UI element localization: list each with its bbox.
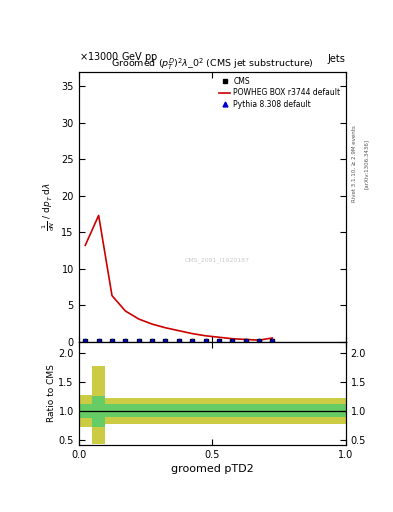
Line: POWHEG BOX r3744 default: POWHEG BOX r3744 default xyxy=(85,216,272,340)
Pythia 8.308 default xyxy=(270,337,275,344)
Line: CMS: CMS xyxy=(83,338,275,343)
CMS xyxy=(96,337,101,344)
CMS xyxy=(150,337,154,344)
Title: Groomed $(p_T^D)^2\lambda\_0^2$ (CMS jet substructure): Groomed $(p_T^D)^2\lambda\_0^2$ (CMS jet… xyxy=(111,56,314,72)
CMS xyxy=(83,337,88,344)
Pythia 8.308 default xyxy=(163,337,168,344)
Pythia 8.308 default xyxy=(110,337,114,344)
Y-axis label: $\frac{1}{\mathrm{d}N}$ / $\mathrm{d}p_T$ $\mathrm{d}\lambda$: $\frac{1}{\mathrm{d}N}$ / $\mathrm{d}p_T… xyxy=(40,182,57,231)
CMS xyxy=(190,337,195,344)
POWHEG BOX r3744 default xyxy=(110,292,114,298)
CMS xyxy=(203,337,208,344)
Pythia 8.308 default xyxy=(176,337,181,344)
Pythia 8.308 default xyxy=(83,337,88,344)
Text: CMS_2091_I1920187: CMS_2091_I1920187 xyxy=(185,258,250,264)
POWHEG BOX r3744 default xyxy=(123,308,128,314)
Text: $\times$13000 GeV pp: $\times$13000 GeV pp xyxy=(79,50,158,64)
Text: Rivet 3.1.10, ≥ 2.9M events: Rivet 3.1.10, ≥ 2.9M events xyxy=(352,125,357,202)
CMS xyxy=(270,337,275,344)
POWHEG BOX r3744 default xyxy=(230,336,235,342)
CMS xyxy=(176,337,181,344)
POWHEG BOX r3744 default xyxy=(176,328,181,334)
POWHEG BOX r3744 default xyxy=(270,335,275,341)
CMS xyxy=(217,337,221,344)
Pythia 8.308 default xyxy=(257,337,261,344)
CMS xyxy=(230,337,235,344)
Pythia 8.308 default xyxy=(230,337,235,344)
POWHEG BOX r3744 default xyxy=(217,334,221,340)
X-axis label: groomed pTD2: groomed pTD2 xyxy=(171,464,253,475)
CMS xyxy=(110,337,114,344)
POWHEG BOX r3744 default xyxy=(190,331,195,337)
CMS xyxy=(163,337,168,344)
Line: Pythia 8.308 default: Pythia 8.308 default xyxy=(83,338,275,343)
POWHEG BOX r3744 default xyxy=(136,316,141,322)
Pythia 8.308 default xyxy=(190,337,195,344)
Text: Jets: Jets xyxy=(328,54,346,64)
POWHEG BOX r3744 default xyxy=(257,337,261,343)
POWHEG BOX r3744 default xyxy=(163,325,168,331)
POWHEG BOX r3744 default xyxy=(96,212,101,219)
POWHEG BOX r3744 default xyxy=(243,336,248,343)
Pythia 8.308 default xyxy=(136,337,141,344)
POWHEG BOX r3744 default xyxy=(203,333,208,339)
Pythia 8.308 default xyxy=(243,337,248,344)
Pythia 8.308 default xyxy=(203,337,208,344)
Pythia 8.308 default xyxy=(123,337,128,344)
CMS xyxy=(123,337,128,344)
POWHEG BOX r3744 default xyxy=(150,321,154,327)
POWHEG BOX r3744 default xyxy=(83,242,88,248)
Pythia 8.308 default xyxy=(150,337,154,344)
Pythia 8.308 default xyxy=(96,337,101,344)
CMS xyxy=(136,337,141,344)
CMS xyxy=(257,337,261,344)
Pythia 8.308 default xyxy=(217,337,221,344)
CMS xyxy=(243,337,248,344)
Legend: CMS, POWHEG BOX r3744 default, Pythia 8.308 default: CMS, POWHEG BOX r3744 default, Pythia 8.… xyxy=(217,75,342,110)
Text: [arXiv:1306.3436]: [arXiv:1306.3436] xyxy=(364,139,369,189)
Y-axis label: Ratio to CMS: Ratio to CMS xyxy=(47,365,55,422)
